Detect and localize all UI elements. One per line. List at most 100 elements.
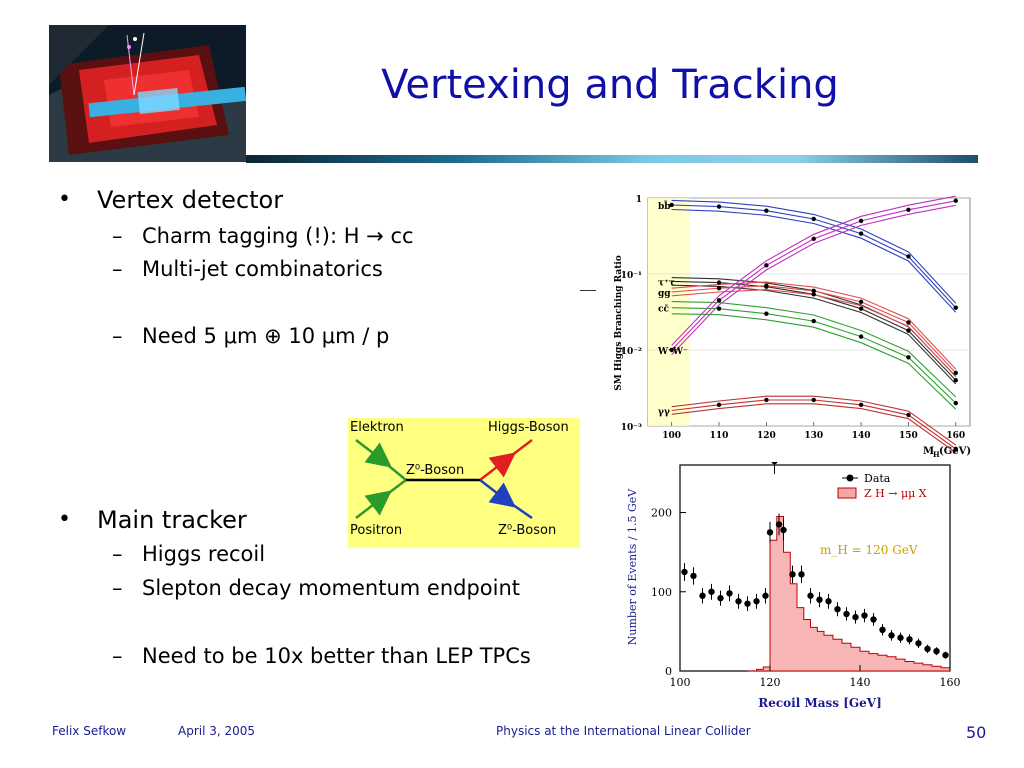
bullet-dot: • (58, 187, 71, 212)
legend-mc-swatch (837, 487, 857, 499)
rc-data-point (699, 592, 706, 599)
br-series-5-line (671, 395, 957, 446)
feynman-positron-label: Positron (350, 523, 402, 538)
rc-data-point (771, 457, 778, 465)
bullet-vertex-detector: Vertex detector (97, 186, 284, 214)
br-xtick-label: 110 (710, 431, 729, 441)
rc-data-point (852, 613, 859, 621)
br-series-4-point (953, 198, 958, 203)
br-series-1-point (716, 280, 722, 285)
bullet-main-tracker: Main tracker (97, 506, 247, 534)
sub-higgs-recoil: Higgs recoil (142, 542, 266, 566)
br-series-0-point (764, 208, 769, 213)
br-series-5-line (671, 403, 957, 454)
br-series-0-point (716, 204, 722, 209)
br-series-5-point (811, 397, 816, 403)
header-rule (246, 155, 978, 163)
recoil-xlabel: Recoil Mass [GeV] (758, 696, 882, 710)
rc-data-point (708, 588, 715, 595)
br-channel-label: W⁺W⁻ (657, 347, 688, 357)
rc-data-point (915, 640, 922, 647)
br-series-4-point (906, 207, 911, 212)
rc-data-point (775, 521, 783, 528)
br-series-2-point (858, 299, 864, 305)
br-series-4-line (671, 204, 956, 355)
br-channel-label: cc̄ (658, 305, 669, 315)
rc-data-point (766, 529, 774, 536)
rc-ytick-label: 200 (651, 507, 672, 520)
br-ytick-label: 1 (636, 195, 642, 205)
rc-data-point (879, 626, 886, 633)
br-series-0-point (953, 305, 958, 310)
rc-data-point (744, 600, 751, 607)
br-xtick-label: 120 (757, 431, 776, 441)
br-xtick-label: 160 (946, 431, 965, 441)
br-series-3-line (671, 313, 957, 410)
br-series-2-point (764, 283, 769, 288)
br-series-4-line (671, 195, 956, 346)
rc-data-point (888, 632, 895, 639)
br-series-4-point (764, 263, 769, 268)
rc-data-point (834, 606, 841, 613)
sub-charm-tagging: Charm tagging (!): H → cc (142, 224, 414, 248)
rc-data-point (726, 590, 733, 597)
br-series-0-point (669, 202, 674, 208)
footer-date: April 3, 2005 (178, 724, 256, 738)
rc-xtick-label: 140 (850, 676, 871, 689)
br-series-3-point (906, 355, 911, 360)
sub-multi-jet: Multi-jet combinatorics (142, 257, 383, 281)
br-series-5-point (906, 412, 911, 418)
br-xlabel-main: M (923, 446, 934, 457)
rc-data-point (825, 598, 832, 605)
branching-ratio-chart: 1 10⁻¹ 10⁻² 10⁻³ 100 110 120 130 140 150 160 bb̄ τ… (598, 188, 980, 460)
channel-label-band (648, 198, 690, 426)
br-channel-label: τ⁺τ⁻ (658, 278, 680, 288)
rc-data-point (780, 526, 787, 534)
br-xtick-label: 150 (899, 431, 918, 441)
br-series-3-point (764, 311, 769, 316)
detector-image (49, 25, 246, 162)
rc-data-point (762, 592, 769, 599)
br-series-1-point (811, 292, 816, 297)
rc-data-point (690, 572, 697, 580)
br-xlabel-unit: (GeV) (939, 446, 971, 457)
rc-xtick-label: 120 (760, 676, 781, 689)
br-series-3-point (858, 334, 864, 339)
br-series-4-point (811, 236, 816, 242)
br-series-3-line (671, 301, 957, 398)
stray-dash (580, 290, 596, 291)
br-ytick-label: 10⁻² (621, 347, 642, 357)
rc-data-point (717, 594, 724, 602)
br-series-0-line (671, 199, 957, 304)
rc-data-point (753, 598, 760, 605)
rc-mc-histogram (747, 516, 951, 672)
rc-data-point (933, 647, 940, 655)
br-series-2-point (811, 288, 816, 294)
br-channel-label: bb̄ (658, 200, 671, 212)
rc-data-point (807, 592, 814, 599)
br-series-3-point (811, 318, 816, 324)
rc-data-point (897, 634, 904, 641)
br-series-5-point (858, 402, 864, 408)
feynman-z-mid-label: Z⁰-Boson (406, 463, 464, 478)
br-xtick-label: 140 (852, 431, 871, 441)
recoil-mass-chart: 0 100 200 100 120 140 160 Data Z H → μμ X m_H… (620, 448, 961, 712)
br-ytick-label: 10⁻¹ (621, 271, 642, 281)
bullet-list: • Vertex detector – Charm tagging (!): H… (58, 186, 531, 668)
br-series-2-point (906, 320, 911, 325)
recoil-ylabel: Number of Events / 1.5 GeV (626, 488, 639, 646)
sub-dash: – (112, 542, 123, 566)
br-series-5-point (716, 402, 722, 408)
br-ylabel: SM Higgs Branching Ratio (614, 255, 624, 391)
br-xtick-label: 100 (662, 431, 681, 441)
rc-data-point (861, 612, 868, 619)
br-series-2-point (953, 370, 958, 376)
br-series-0-point (858, 231, 864, 236)
bullet-dot: • (58, 507, 71, 532)
br-xtick-label: 130 (804, 431, 823, 441)
rc-data-point (870, 616, 877, 623)
rc-ytick-label: 100 (651, 586, 672, 599)
rc-data-point (924, 645, 931, 653)
rc-data-point (906, 636, 913, 643)
br-series-0-point (906, 254, 911, 259)
